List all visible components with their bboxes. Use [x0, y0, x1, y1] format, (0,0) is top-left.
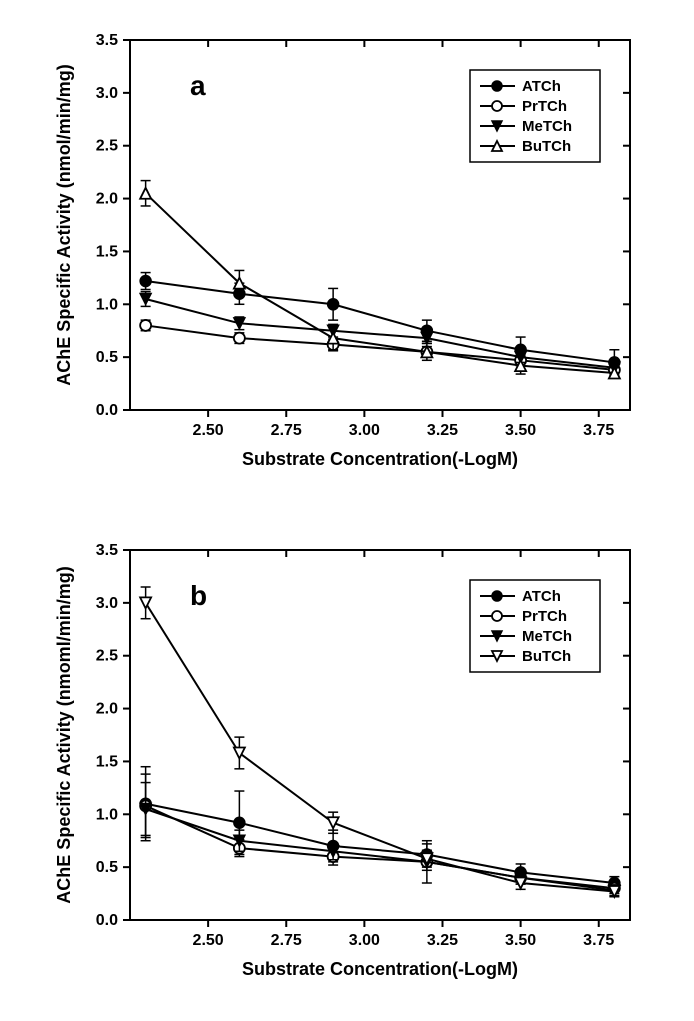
svg-text:3.25: 3.25: [427, 932, 458, 949]
panel-label: a: [190, 70, 206, 101]
legend-item-ATCh: ATCh: [522, 588, 561, 605]
series-MeTCh: [146, 299, 615, 368]
svg-text:0.5: 0.5: [96, 349, 118, 366]
legend-item-PrTCh: PrTCh: [522, 608, 567, 625]
chart-a: 2.50 2.75 3.00 3.25 3.50 3.75 0.0 0.5 1.0 1.5 2.0 2…: [50, 20, 650, 480]
svg-text:2.50: 2.50: [193, 932, 224, 949]
svg-text:1.5: 1.5: [96, 753, 118, 770]
svg-text:0.5: 0.5: [96, 859, 118, 876]
y-axis-title: AChE Specific Activity (nmoml/min/mg): [54, 566, 74, 903]
legend-item-MeTCh: MeTCh: [522, 118, 572, 135]
x-axis-title: Substrate Concentration(-LogM): [242, 959, 518, 979]
page: 2.50 2.75 3.00 3.25 3.50 3.75 0.0 0.5 1.0 1.5 2.0 2…: [0, 0, 694, 1021]
legend-item-ATCh: ATCh: [522, 78, 561, 95]
series-ATCh: [146, 281, 615, 362]
series-BuTCh: [146, 603, 615, 892]
y-axis-title: AChE Specific Activity (nmol/min/mg): [54, 64, 74, 385]
chart-b: 2.50 2.75 3.00 3.25 3.50 3.75 0.0 0.5 1.0 1.5 2.0 2…: [50, 530, 650, 990]
svg-text:1.0: 1.0: [96, 806, 118, 823]
svg-text:2.0: 2.0: [96, 191, 118, 208]
svg-text:0.0: 0.0: [96, 402, 118, 419]
series-ATCh: [146, 804, 615, 883]
series-BuTCh: [146, 193, 615, 373]
svg-text:3.75: 3.75: [583, 422, 614, 439]
svg-text:3.0: 3.0: [96, 595, 118, 612]
chart-b-svg: 2.50 2.75 3.00 3.25 3.50 3.75 0.0 0.5 1.0 1.5 2.0 2…: [50, 530, 650, 990]
legend-item-MeTCh: MeTCh: [522, 628, 572, 645]
svg-text:3.50: 3.50: [505, 932, 536, 949]
svg-text:2.5: 2.5: [96, 138, 118, 155]
legend-item-PrTCh: PrTCh: [522, 98, 567, 115]
x-axis-title: Substrate Concentration(-LogM): [242, 449, 518, 469]
svg-text:2.5: 2.5: [96, 648, 118, 665]
svg-text:1.0: 1.0: [96, 296, 118, 313]
svg-text:3.25: 3.25: [427, 422, 458, 439]
legend-item-BuTCh: BuTCh: [522, 648, 571, 665]
svg-text:3.50: 3.50: [505, 422, 536, 439]
series-PrTCh: [146, 325, 615, 369]
svg-text:3.5: 3.5: [96, 542, 118, 559]
panel-label: b: [190, 580, 207, 611]
svg-text:0.0: 0.0: [96, 912, 118, 929]
chart-a-svg: 2.50 2.75 3.00 3.25 3.50 3.75 0.0 0.5 1.0 1.5 2.0 2…: [50, 20, 650, 480]
svg-text:2.50: 2.50: [193, 422, 224, 439]
svg-text:2.75: 2.75: [271, 422, 302, 439]
svg-text:3.75: 3.75: [583, 932, 614, 949]
svg-text:1.5: 1.5: [96, 243, 118, 260]
svg-text:2.75: 2.75: [271, 932, 302, 949]
legend-item-BuTCh: BuTCh: [522, 138, 571, 155]
svg-text:2.0: 2.0: [96, 701, 118, 718]
svg-text:3.5: 3.5: [96, 32, 118, 49]
svg-text:3.0: 3.0: [96, 85, 118, 102]
svg-text:3.00: 3.00: [349, 422, 380, 439]
svg-text:3.00: 3.00: [349, 932, 380, 949]
